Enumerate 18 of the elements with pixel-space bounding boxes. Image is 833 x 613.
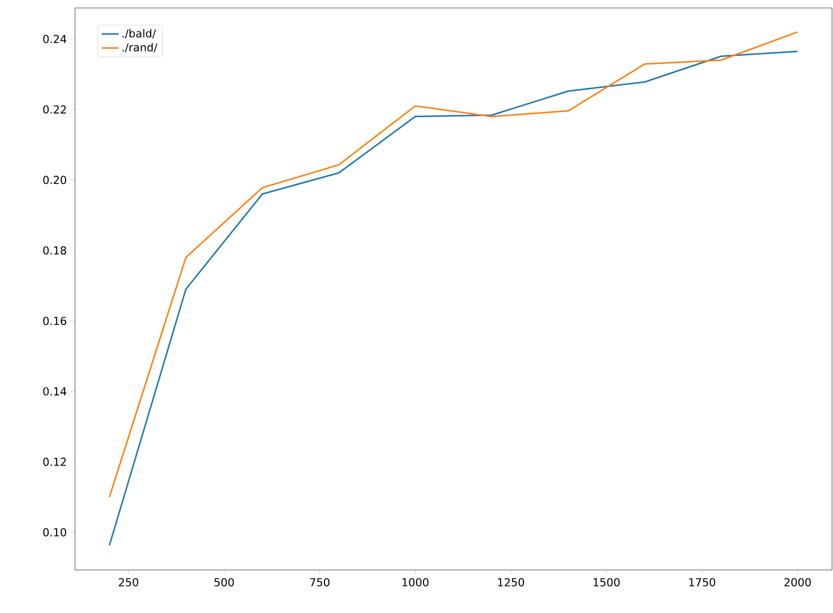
y-tick-label: 0.10	[43, 528, 66, 536]
x-tick-label: 750	[310, 578, 330, 586]
x-tick-label: 500	[214, 578, 234, 586]
x-tick-label: 250	[118, 578, 138, 586]
y-tick-label: 0.18	[43, 246, 66, 255]
x-tick-label: 1000	[402, 578, 428, 586]
y-tick-label: 0.20	[43, 176, 66, 184]
legend-label: ./rand/	[122, 42, 158, 52]
y-tick-label: 0.12	[43, 458, 66, 466]
x-tick-label: 2000	[784, 578, 811, 586]
y-tick-label: 0.22	[43, 105, 66, 114]
y-tick-label: 0.14	[43, 387, 66, 396]
x-tick-label: 1750	[689, 578, 716, 586]
x-tick-label: 1250	[498, 578, 524, 586]
legend-label: ./bald/	[122, 29, 156, 38]
x-tick-label: 1500	[594, 578, 620, 586]
y-tick-label: 0.16	[43, 316, 66, 326]
y-tick-label: 0.24	[43, 34, 66, 44]
